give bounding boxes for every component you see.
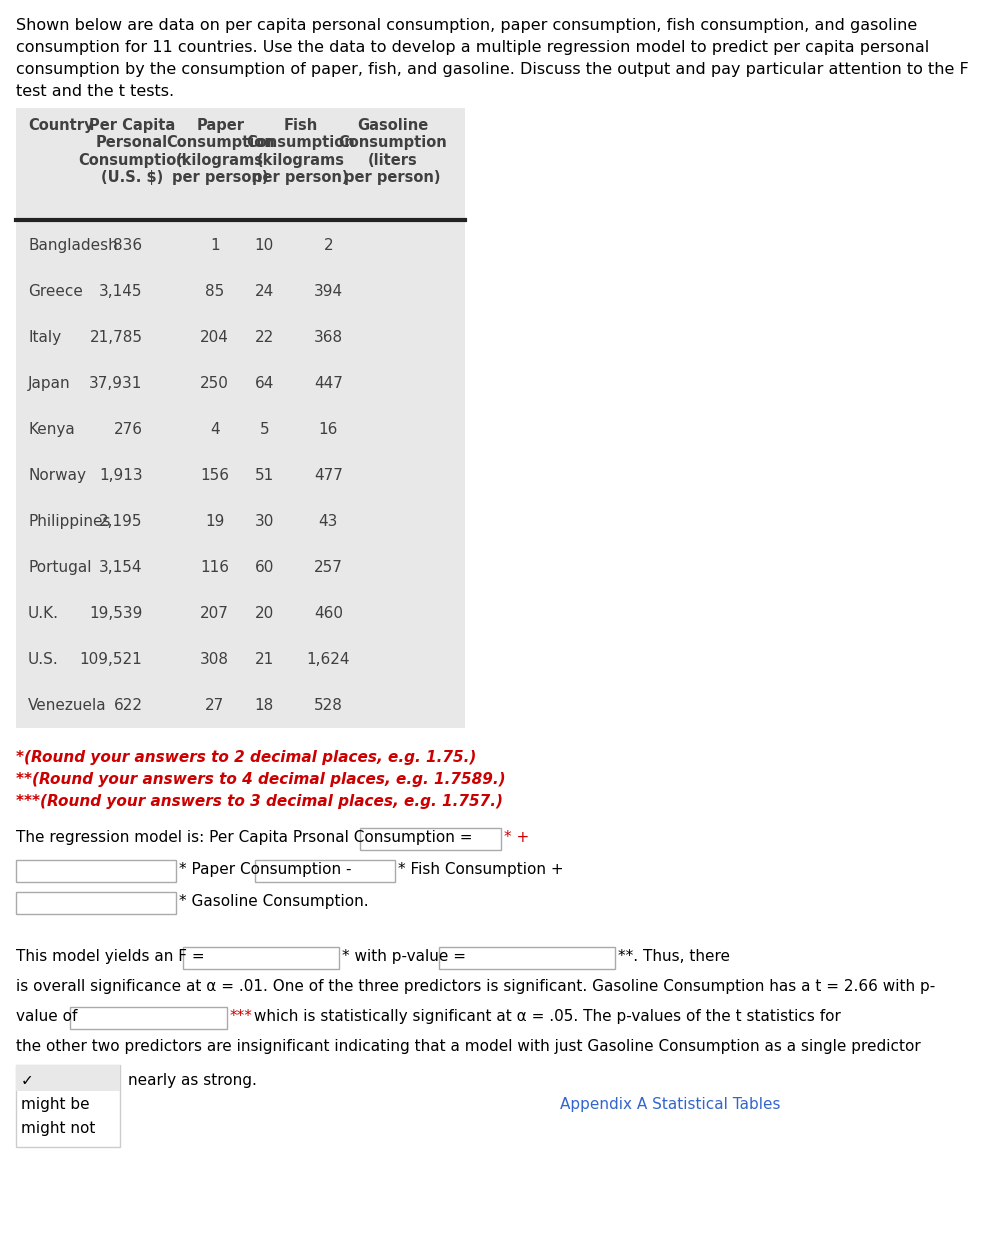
- Text: Philippines: Philippines: [28, 514, 110, 529]
- Text: Norway: Norway: [28, 468, 86, 483]
- FancyBboxPatch shape: [183, 947, 339, 969]
- Text: *(Round your answers to 2 decimal places, e.g. 1.75.): *(Round your answers to 2 decimal places…: [16, 750, 476, 765]
- Text: 460: 460: [314, 606, 343, 621]
- Text: is overall significance at α = .01. One of the three predictors is significant. : is overall significance at α = .01. One …: [16, 979, 935, 994]
- Text: 257: 257: [314, 560, 343, 575]
- Text: 116: 116: [200, 560, 230, 575]
- Text: 4: 4: [210, 422, 220, 437]
- Text: 394: 394: [314, 284, 343, 299]
- Text: 622: 622: [113, 698, 142, 713]
- Text: 276: 276: [113, 422, 142, 437]
- Text: 27: 27: [205, 698, 225, 713]
- Text: 2: 2: [324, 238, 333, 253]
- Text: 20: 20: [254, 606, 274, 621]
- Text: Bangladesh: Bangladesh: [28, 238, 117, 253]
- Text: 64: 64: [254, 376, 274, 391]
- Text: 368: 368: [314, 330, 343, 345]
- Text: * +: * +: [504, 830, 529, 845]
- Text: 528: 528: [314, 698, 343, 713]
- Text: U.K.: U.K.: [28, 606, 59, 621]
- Text: The regression model is: Per Capita Prsonal Consumption =: The regression model is: Per Capita Prso…: [16, 830, 472, 845]
- Text: 43: 43: [319, 514, 338, 529]
- Text: Shown below are data on per capita personal consumption, paper consumption, fish: Shown below are data on per capita perso…: [16, 17, 917, 34]
- Text: U.S.: U.S.: [28, 652, 59, 667]
- Text: value of: value of: [16, 1009, 78, 1024]
- Text: 16: 16: [319, 422, 338, 437]
- Text: Italy: Italy: [28, 330, 62, 345]
- Text: 85: 85: [205, 284, 225, 299]
- Text: 3,154: 3,154: [99, 560, 142, 575]
- FancyBboxPatch shape: [16, 860, 176, 882]
- Text: 5: 5: [259, 422, 269, 437]
- Text: Kenya: Kenya: [28, 422, 75, 437]
- Text: might be: might be: [21, 1097, 89, 1112]
- Text: consumption for 11 countries. Use the data to develop a multiple regression mode: consumption for 11 countries. Use the da…: [16, 40, 929, 55]
- Text: 447: 447: [314, 376, 343, 391]
- Text: 156: 156: [200, 468, 230, 483]
- FancyBboxPatch shape: [16, 108, 464, 728]
- Text: 18: 18: [254, 698, 274, 713]
- Text: Venezuela: Venezuela: [28, 698, 106, 713]
- Text: 19: 19: [205, 514, 225, 529]
- Text: 3,145: 3,145: [99, 284, 142, 299]
- Text: * Fish Consumption +: * Fish Consumption +: [398, 862, 564, 877]
- FancyBboxPatch shape: [439, 947, 615, 969]
- Text: 51: 51: [254, 468, 274, 483]
- Text: 1,624: 1,624: [306, 652, 350, 667]
- Text: 308: 308: [200, 652, 230, 667]
- Text: * Gasoline Consumption.: * Gasoline Consumption.: [179, 894, 369, 909]
- Text: 10: 10: [254, 238, 274, 253]
- Text: which is statistically significant at α = .05. The p-values of the t statistics : which is statistically significant at α …: [249, 1009, 841, 1024]
- Text: 250: 250: [200, 376, 229, 391]
- Text: 19,539: 19,539: [89, 606, 142, 621]
- FancyBboxPatch shape: [16, 1065, 120, 1147]
- Text: test and the t tests.: test and the t tests.: [16, 85, 174, 100]
- Text: Paper
Consumption
(kilograms
per person): Paper Consumption (kilograms per person): [166, 118, 274, 185]
- Text: * with p-value =: * with p-value =: [342, 949, 466, 964]
- Text: This model yields an F =: This model yields an F =: [16, 949, 205, 964]
- Text: 109,521: 109,521: [80, 652, 142, 667]
- Text: 21,785: 21,785: [89, 330, 142, 345]
- FancyBboxPatch shape: [16, 892, 176, 914]
- Text: the other two predictors are insignificant indicating that a model with just Gas: the other two predictors are insignifica…: [16, 1039, 920, 1054]
- Text: 2,195: 2,195: [99, 514, 142, 529]
- Text: ***: ***: [230, 1009, 252, 1024]
- Text: 22: 22: [254, 330, 274, 345]
- Text: 1: 1: [210, 238, 220, 253]
- Text: 207: 207: [200, 606, 229, 621]
- Text: 836: 836: [113, 238, 142, 253]
- Text: 37,931: 37,931: [89, 376, 142, 391]
- Text: Portugal: Portugal: [28, 560, 91, 575]
- Text: 24: 24: [254, 284, 274, 299]
- Text: 204: 204: [200, 330, 229, 345]
- Text: **(Round your answers to 4 decimal places, e.g. 1.7589.): **(Round your answers to 4 decimal place…: [16, 773, 506, 787]
- Text: nearly as strong.: nearly as strong.: [128, 1074, 257, 1088]
- Text: 477: 477: [314, 468, 343, 483]
- FancyBboxPatch shape: [254, 860, 395, 882]
- Text: ✓: ✓: [21, 1074, 34, 1088]
- Text: * Paper Consumption -: * Paper Consumption -: [179, 862, 352, 877]
- Text: Fish
Consumption
(kilograms
per person): Fish Consumption (kilograms per person): [246, 118, 355, 185]
- Text: Greece: Greece: [28, 284, 83, 299]
- FancyBboxPatch shape: [361, 829, 501, 850]
- Text: 1,913: 1,913: [99, 468, 142, 483]
- FancyBboxPatch shape: [71, 1006, 227, 1029]
- Text: Gasoline
Consumption
(liters
per person): Gasoline Consumption (liters per person): [338, 118, 447, 185]
- Text: Japan: Japan: [28, 376, 71, 391]
- Text: ***(Round your answers to 3 decimal places, e.g. 1.757.): ***(Round your answers to 3 decimal plac…: [16, 794, 503, 809]
- FancyBboxPatch shape: [16, 1065, 120, 1091]
- Text: Per Capita
Personal
Consumption
(U.S. $): Per Capita Personal Consumption (U.S. $): [78, 118, 187, 185]
- Text: **. Thus, there: **. Thus, there: [618, 949, 731, 964]
- Text: Country: Country: [28, 118, 93, 133]
- Text: 60: 60: [254, 560, 274, 575]
- Text: might not: might not: [21, 1121, 95, 1136]
- Text: Appendix A Statistical Tables: Appendix A Statistical Tables: [560, 1097, 780, 1112]
- Text: 30: 30: [254, 514, 274, 529]
- Text: consumption by the consumption of paper, fish, and gasoline. Discuss the output : consumption by the consumption of paper,…: [16, 62, 969, 77]
- Text: 21: 21: [254, 652, 274, 667]
